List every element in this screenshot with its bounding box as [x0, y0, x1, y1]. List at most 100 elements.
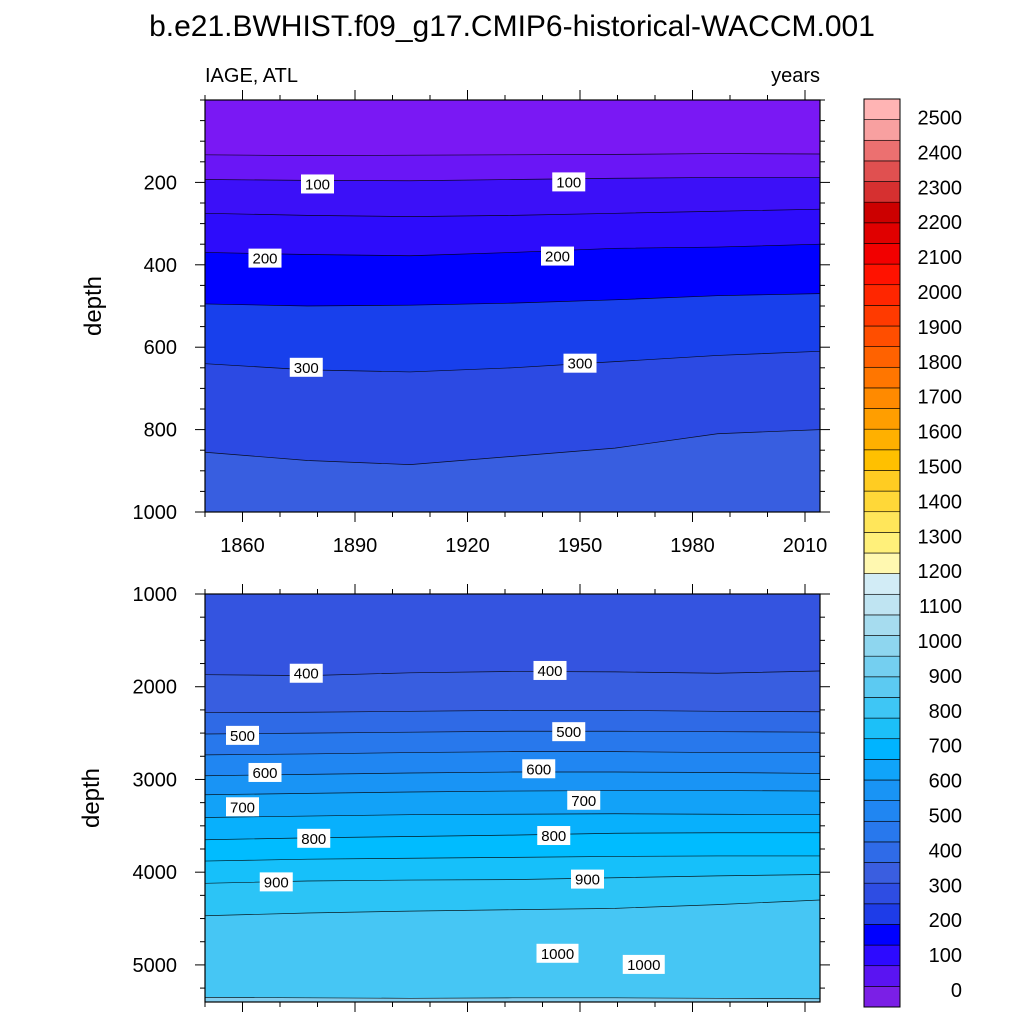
colorbar-swatch-38 — [863, 201, 901, 224]
colorbar-swatch-20 — [863, 573, 901, 595]
colorbar-label-12: 1200 — [918, 561, 963, 583]
colorbar-swatch-21 — [863, 552, 901, 574]
lower-contour-800 — [204, 855, 820, 862]
colorbar-label-21: 2100 — [918, 247, 963, 269]
colorbar-swatch-42 — [863, 119, 901, 141]
upper-contour-label-box-3 — [541, 246, 574, 266]
lower-contour-label-0: 400 — [294, 666, 319, 683]
upper-contour-label-2: 200 — [252, 251, 277, 268]
colorbar-swatch-40 — [863, 160, 901, 182]
upper-xtick-label-5: 2010 — [783, 535, 828, 557]
colorbar-swatch-30 — [863, 366, 901, 389]
colorbar-swatch-12 — [863, 738, 901, 760]
lower-contour-label-box-12 — [536, 943, 579, 963]
upper-xtick-label-4: 1980 — [670, 535, 715, 557]
colorbar-swatch-13 — [863, 717, 901, 740]
lower-contour-label-7: 700 — [571, 793, 596, 810]
upper-contour-label-box-2 — [248, 248, 282, 268]
lower-contour-label-4: 600 — [252, 765, 277, 782]
upper-left-label: IAGE, ATL — [205, 65, 298, 87]
lower-contour-label-12: 1000 — [541, 946, 574, 963]
colorbar-swatch-43 — [863, 98, 901, 120]
colorbar-label-5: 500 — [929, 806, 962, 828]
upper-contour-label-box-1 — [552, 172, 586, 192]
colorbar-swatch-37 — [863, 222, 901, 244]
colorbar-swatch-9 — [863, 800, 901, 822]
lower-contour-label-box-9 — [537, 826, 571, 846]
colorbar-label-10: 1000 — [918, 631, 963, 653]
colorbar-swatch-8 — [863, 820, 901, 843]
colorbar-label-23: 2300 — [918, 177, 963, 199]
upper-ytick-label-0: 200 — [144, 172, 177, 194]
lower-contour-500 — [204, 730, 821, 735]
upper-contour-label-4: 300 — [294, 360, 319, 377]
colorbar-swatch-11 — [863, 759, 901, 781]
upper-contour-250 — [204, 293, 821, 307]
lower-frame — [204, 593, 821, 1003]
colorbar-swatch-10 — [863, 779, 901, 801]
lower-ytick-label-1: 2000 — [133, 677, 178, 699]
colorbar-swatch-17 — [863, 635, 901, 657]
lower-contour-label-box-8 — [297, 828, 331, 848]
upper-band-50 — [205, 100, 820, 156]
colorbar-swatch-14 — [863, 697, 901, 719]
lower-contour-label-box-1 — [533, 660, 567, 680]
upper-contour-200 — [204, 243, 821, 257]
upper-y-axis-label: depth — [80, 276, 107, 336]
upper-plot: 100 100 200 200 300 300 200 400 600 800 1000 1860 18… — [133, 90, 830, 557]
upper-contour-label-3: 200 — [545, 249, 570, 266]
lower-band-400 — [205, 594, 820, 676]
lower-ytick-label-4: 5000 — [133, 955, 178, 977]
colorbar-swatch-27 — [863, 428, 901, 451]
lower-contour-label-9: 800 — [541, 828, 566, 845]
upper-xtick-label-0: 1860 — [220, 535, 265, 557]
upper-contour-150 — [204, 208, 821, 217]
colorbar-swatch-4 — [863, 903, 901, 925]
colorbar-label-16: 1600 — [918, 422, 963, 444]
colorbar-swatch-0 — [863, 986, 901, 1008]
upper-contour-350 — [204, 429, 821, 465]
upper-contour-label-box-4 — [289, 357, 323, 377]
lower-contour-label-8: 800 — [301, 831, 326, 848]
colorbar-label-20: 2000 — [918, 282, 963, 304]
lower-contour-label-box-2 — [226, 725, 259, 745]
colorbar-swatch-25 — [863, 470, 901, 492]
colorbar-swatch-35 — [863, 263, 901, 286]
lower-contour-900 — [204, 899, 821, 917]
colorbar-swatch-3 — [863, 924, 901, 946]
upper-ytick-label-1: 400 — [144, 255, 177, 277]
lower-contour-label-box-13 — [622, 954, 665, 974]
colorbar-swatch-15 — [863, 676, 901, 698]
colorbar-swatch-23 — [863, 511, 901, 533]
upper-contour-label-0: 100 — [305, 176, 330, 193]
colorbar-label-11: 1100 — [919, 596, 962, 618]
lower-ytick-label-3: 4000 — [133, 862, 178, 884]
lower-contour-label-box-4 — [248, 762, 282, 782]
colorbar-swatch-32 — [863, 325, 901, 347]
colorbar-label-19: 1900 — [918, 317, 963, 339]
lower-contour-550 — [204, 751, 820, 756]
upper-xtick-label-3: 1950 — [558, 535, 603, 557]
upper-xtick-label-2: 1920 — [445, 535, 490, 557]
lower-contour-label-1: 400 — [537, 663, 562, 680]
lower-contour-label-5: 600 — [526, 761, 551, 778]
colorbar-swatch-1 — [863, 965, 901, 987]
lower-contour-label-box-11 — [571, 869, 604, 889]
lower-contour-850 — [204, 874, 821, 884]
colorbar-label-25: 2500 — [918, 108, 963, 130]
upper-contour-label-1: 100 — [556, 174, 581, 191]
upper-contour-label-box-0 — [301, 174, 334, 194]
lower-plot: 400 400 500 500 600 600 700 700 800 800 900 900 1000… — [133, 584, 830, 1012]
upper-contour-label-box-5 — [563, 353, 597, 373]
colorbar-swatch-31 — [863, 346, 901, 368]
colorbar-label-22: 2200 — [918, 212, 963, 234]
lower-contour-label-box-7 — [567, 790, 601, 810]
colorbar-swatch-19 — [863, 593, 901, 616]
colorbar-label-9: 900 — [929, 666, 962, 688]
colorbar-label-18: 1800 — [918, 352, 963, 374]
colorbar-label-7: 700 — [929, 736, 962, 758]
colorbar-swatch-22 — [863, 532, 901, 554]
lower-contour-label-10: 900 — [264, 874, 289, 891]
colorbar-label-24: 2400 — [918, 142, 963, 164]
upper-contour-50 — [204, 153, 821, 156]
